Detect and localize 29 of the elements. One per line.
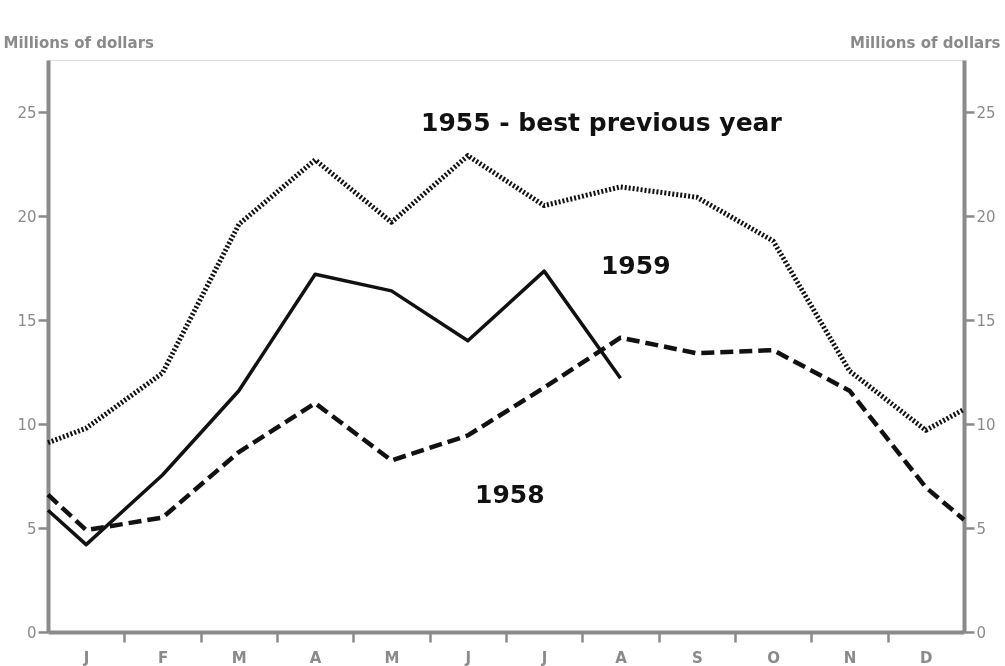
y-tick-label: 5: [26, 519, 37, 538]
x-tick-label: J: [82, 648, 90, 666]
y2-tick-label: 25: [976, 103, 996, 122]
x-tick-label: M: [384, 648, 400, 666]
y2-axis-title: Millions of dollars: [850, 33, 1001, 52]
x-tick-label: S: [691, 648, 703, 666]
y-tick-label: 0: [26, 623, 37, 642]
x-tick-label: A: [615, 648, 628, 666]
x-tick-label: F: [157, 648, 169, 666]
x-tick-label: J: [464, 648, 472, 666]
y2-tick-label: 20: [976, 207, 996, 226]
annotation: 1959: [600, 250, 671, 280]
y-tick-label: 15: [17, 311, 37, 330]
x-tick-label: D: [920, 648, 933, 666]
annotation: 1958: [475, 479, 545, 509]
x-tick-label: O: [767, 648, 781, 666]
y2-tick-label: 5: [976, 519, 987, 538]
y-tick-label: 25: [17, 103, 37, 122]
annotation: 1955 - best previous year: [421, 107, 783, 137]
y2-tick-label: 15: [976, 311, 996, 330]
x-tick-label: M: [231, 648, 247, 666]
y2-tick-label: 10: [976, 415, 996, 434]
y-tick-label: 10: [17, 415, 37, 434]
y-axis-title: Millions of dollars: [3, 33, 155, 52]
x-tick-label: J: [540, 648, 548, 666]
y-tick-label: 20: [17, 207, 37, 226]
x-tick-label: N: [843, 648, 857, 666]
y2-tick-label: 0: [976, 623, 987, 642]
x-tick-label: A: [309, 648, 322, 666]
